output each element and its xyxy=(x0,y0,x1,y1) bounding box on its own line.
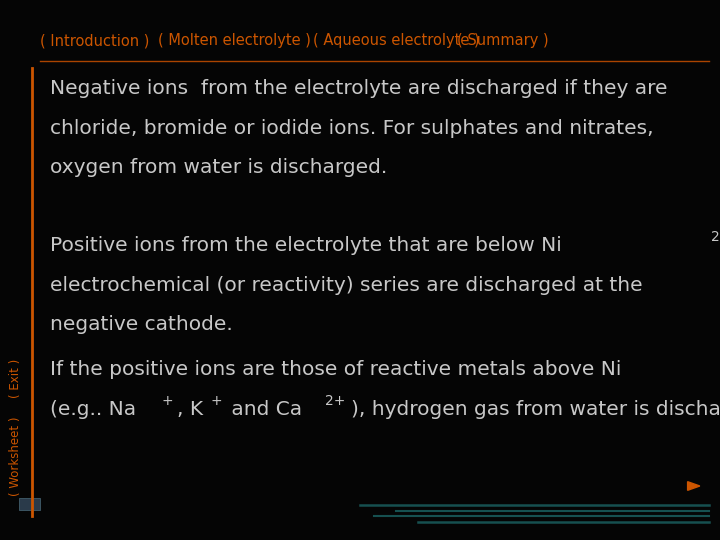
Text: (e.g.. Na: (e.g.. Na xyxy=(50,400,137,419)
Text: Positive ions from the electrolyte that are below Ni: Positive ions from the electrolyte that … xyxy=(50,236,562,255)
Text: ), hydrogen gas from water is discharged.: ), hydrogen gas from water is discharged… xyxy=(351,400,720,419)
Text: ( Exit ): ( Exit ) xyxy=(9,359,22,397)
Text: If the positive ions are those of reactive metals above Ni: If the positive ions are those of reacti… xyxy=(50,360,622,379)
Text: negative cathode.: negative cathode. xyxy=(50,315,233,334)
Text: 2+: 2+ xyxy=(711,231,720,245)
Text: chloride, bromide or iodide ions. For sulphates and nitrates,: chloride, bromide or iodide ions. For su… xyxy=(50,119,654,138)
Text: Negative ions  from the electrolyte are discharged if they are: Negative ions from the electrolyte are d… xyxy=(50,79,668,98)
Text: ( Worksheet ): ( Worksheet ) xyxy=(9,416,22,496)
Text: ( Molten electrolyte ): ( Molten electrolyte ) xyxy=(158,33,311,48)
Bar xyxy=(19,498,40,510)
Text: , K: , K xyxy=(176,400,202,419)
Text: ( Aqueous electrolyte ): ( Aqueous electrolyte ) xyxy=(313,33,480,48)
Text: ( Introduction ): ( Introduction ) xyxy=(40,33,149,48)
Text: electrochemical (or reactivity) series are discharged at the: electrochemical (or reactivity) series a… xyxy=(50,275,643,294)
Text: oxygen from water is discharged.: oxygen from water is discharged. xyxy=(50,158,387,177)
Text: +: + xyxy=(161,394,173,408)
Text: ( Summary ): ( Summary ) xyxy=(457,33,549,48)
Polygon shape xyxy=(688,482,700,490)
Text: +: + xyxy=(210,394,222,408)
Text: 2+: 2+ xyxy=(325,394,345,408)
Text: and Ca: and Ca xyxy=(225,400,302,419)
